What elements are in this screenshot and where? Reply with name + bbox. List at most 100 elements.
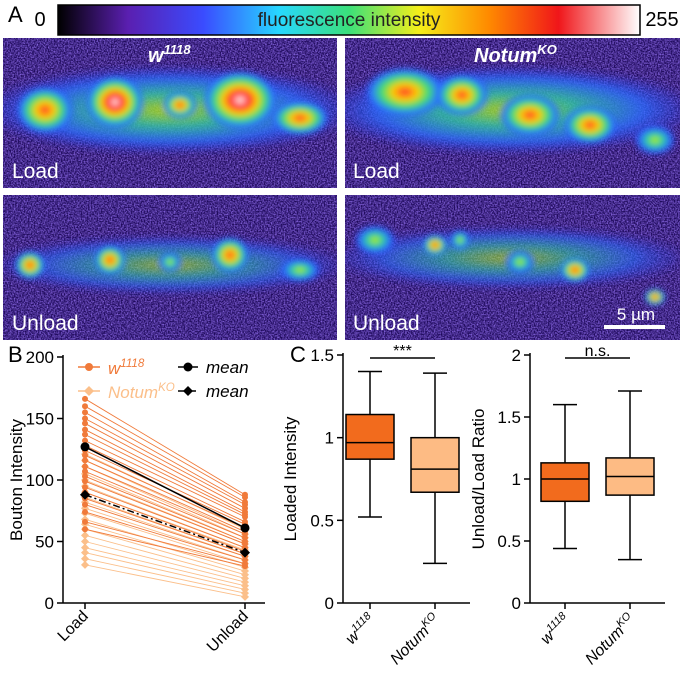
legend-label: w1118 [108,358,145,378]
significance-label: n.s. [585,343,611,360]
point [82,395,88,402]
individual-line [84,454,246,529]
condition-label: Load [353,160,400,183]
point [82,484,88,491]
label-sup: 1118 [544,610,568,634]
individual-line [84,518,246,568]
individual-line [84,445,246,523]
point [82,437,88,444]
individual-line [84,564,246,598]
individual-line [84,411,246,503]
individual-line [84,429,246,513]
point [82,508,88,515]
label-base: w [108,359,122,378]
point [82,457,88,464]
individual-line [84,480,246,545]
individual-line [84,511,246,561]
y-tick-label: 1 [325,429,334,448]
point [82,501,88,508]
x-tick-label: NotumKO [386,610,445,669]
individual-line [84,528,246,567]
y-tick-label: 1.5 [497,408,521,427]
micrograph [3,38,337,188]
genotype-base: Notum [474,45,537,67]
individual-line [84,459,246,533]
point [241,592,249,601]
mean-line [84,446,246,529]
micrograph [3,195,337,340]
individual-line [84,552,246,590]
y-axis-label: Bouton Intensity [7,419,26,541]
point [82,415,88,422]
panel-label: A [8,2,23,27]
y-tick-label: 200 [26,348,54,367]
condition-label: Load [12,160,59,183]
individual-line [84,558,246,594]
x-tick-label: NotumKO [581,610,640,669]
scale-bar [604,325,665,329]
mean-line [84,494,246,554]
y-axis-label: Loaded Intensity [281,416,300,541]
y-tick-label: 0 [45,594,54,613]
point [81,560,89,569]
individual-line [84,418,246,505]
mean-point [240,523,250,533]
micrograph [345,38,680,188]
colorbar-min: 0 [34,9,45,31]
y-tick-label: 100 [26,471,54,490]
individual-line [84,398,246,496]
label-sup: 1118 [349,610,373,634]
y-tick-label: 0 [325,594,334,613]
legend-marker [85,363,93,371]
mean-point [80,442,90,452]
individual-line [84,434,246,515]
individual-line [84,528,246,576]
label-base: Notum [108,383,158,402]
individual-line [84,541,246,583]
point [82,431,88,438]
individual-line [84,440,246,518]
condition-label: Unload [12,312,79,335]
individual-line [84,498,246,555]
panel-label: C [290,342,306,367]
individual-line [84,466,246,535]
y-tick-label: 0.5 [497,532,521,551]
image-labels: Load Load Unload Unload w1118 NotumKO 5 … [12,42,665,335]
legend-label: mean [206,382,249,401]
y-tick-label: 1.5 [310,346,334,365]
significance-label: *** [393,343,412,360]
label-sup: 1118 [120,358,145,370]
colorbar-label: fluorescence intensity [258,10,441,31]
point [82,478,88,485]
point [82,526,88,533]
individual-line [84,512,246,565]
x-tick-label: w1118 [536,610,574,648]
individual-line [84,507,246,561]
point [242,513,248,520]
point [81,554,89,563]
individual-line [84,521,246,565]
point [242,563,248,570]
point [82,452,88,459]
box [410,436,460,493]
y-tick-label: 150 [26,410,54,429]
x-tick-label: Unload [204,608,252,656]
genotype-sup: KO [537,42,557,57]
x-tick-label: Load [55,608,92,645]
point [81,531,89,540]
genotype-sup: 1118 [164,42,192,57]
individual-line [84,405,246,498]
point [81,543,89,552]
individual-line [84,466,246,539]
legend-label: mean [206,358,249,377]
point [82,409,88,416]
scale-bar-label: 5 µm [617,305,655,324]
point [81,548,89,557]
point [82,518,88,525]
y-tick-label: 0.5 [310,511,334,530]
point [82,473,88,480]
box [345,413,395,460]
legend-marker [84,386,94,396]
